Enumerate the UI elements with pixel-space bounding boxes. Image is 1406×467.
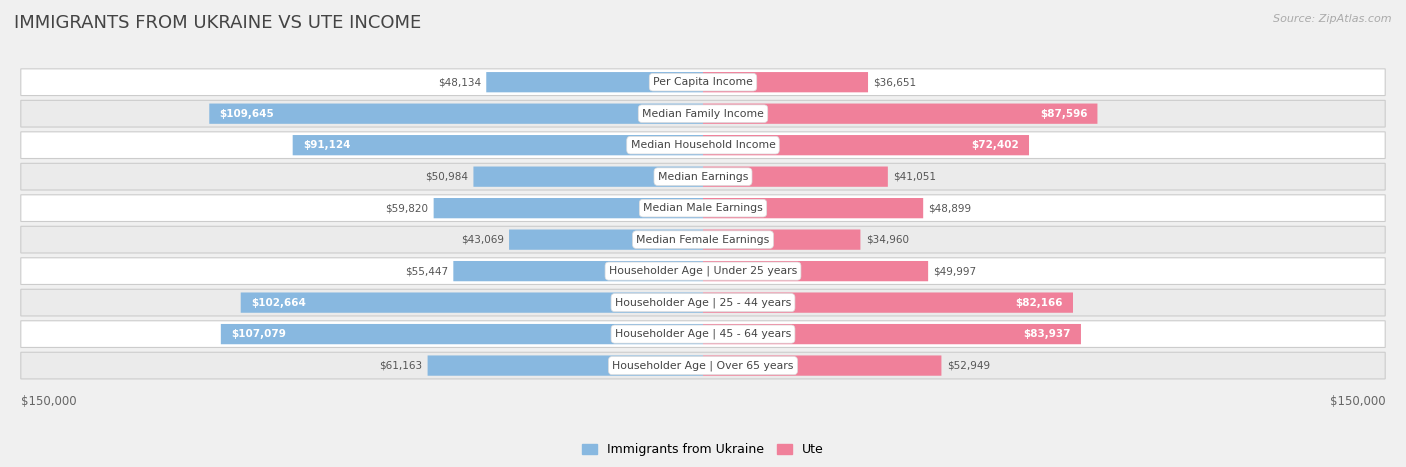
- Text: $49,997: $49,997: [934, 266, 977, 276]
- Text: Source: ZipAtlas.com: Source: ZipAtlas.com: [1274, 14, 1392, 24]
- FancyBboxPatch shape: [703, 135, 1029, 156]
- FancyBboxPatch shape: [703, 324, 1081, 344]
- Text: $150,000: $150,000: [1330, 395, 1385, 408]
- Text: $34,960: $34,960: [866, 234, 908, 245]
- FancyBboxPatch shape: [486, 72, 703, 92]
- Text: $107,079: $107,079: [231, 329, 285, 339]
- Text: $72,402: $72,402: [972, 140, 1019, 150]
- Text: $87,596: $87,596: [1040, 109, 1087, 119]
- Text: $48,134: $48,134: [437, 77, 481, 87]
- FancyBboxPatch shape: [703, 229, 860, 250]
- FancyBboxPatch shape: [21, 132, 1385, 158]
- FancyBboxPatch shape: [21, 321, 1385, 347]
- Text: Median Family Income: Median Family Income: [643, 109, 763, 119]
- FancyBboxPatch shape: [703, 167, 887, 187]
- FancyBboxPatch shape: [703, 72, 868, 92]
- Text: $91,124: $91,124: [302, 140, 350, 150]
- FancyBboxPatch shape: [21, 289, 1385, 316]
- FancyBboxPatch shape: [453, 261, 703, 281]
- FancyBboxPatch shape: [21, 100, 1385, 127]
- Text: Median Earnings: Median Earnings: [658, 172, 748, 182]
- Text: $102,664: $102,664: [250, 297, 305, 308]
- Text: $48,899: $48,899: [928, 203, 972, 213]
- FancyBboxPatch shape: [292, 135, 703, 156]
- FancyBboxPatch shape: [209, 104, 703, 124]
- FancyBboxPatch shape: [703, 355, 942, 376]
- Legend: Immigrants from Ukraine, Ute: Immigrants from Ukraine, Ute: [578, 439, 828, 461]
- FancyBboxPatch shape: [703, 104, 1098, 124]
- FancyBboxPatch shape: [21, 69, 1385, 96]
- Text: IMMIGRANTS FROM UKRAINE VS UTE INCOME: IMMIGRANTS FROM UKRAINE VS UTE INCOME: [14, 14, 422, 32]
- Text: $55,447: $55,447: [405, 266, 449, 276]
- Text: $150,000: $150,000: [21, 395, 76, 408]
- FancyBboxPatch shape: [703, 261, 928, 281]
- FancyBboxPatch shape: [703, 292, 1073, 313]
- FancyBboxPatch shape: [509, 229, 703, 250]
- Text: $61,163: $61,163: [380, 361, 422, 371]
- Text: $52,949: $52,949: [946, 361, 990, 371]
- FancyBboxPatch shape: [474, 167, 703, 187]
- FancyBboxPatch shape: [221, 324, 703, 344]
- Text: $109,645: $109,645: [219, 109, 274, 119]
- FancyBboxPatch shape: [21, 352, 1385, 379]
- Text: Householder Age | 45 - 64 years: Householder Age | 45 - 64 years: [614, 329, 792, 340]
- FancyBboxPatch shape: [703, 198, 924, 218]
- Text: $59,820: $59,820: [385, 203, 429, 213]
- Text: Median Male Earnings: Median Male Earnings: [643, 203, 763, 213]
- Text: $82,166: $82,166: [1015, 297, 1063, 308]
- Text: Median Female Earnings: Median Female Earnings: [637, 234, 769, 245]
- Text: Per Capita Income: Per Capita Income: [652, 77, 754, 87]
- FancyBboxPatch shape: [427, 355, 703, 376]
- Text: $36,651: $36,651: [873, 77, 917, 87]
- FancyBboxPatch shape: [433, 198, 703, 218]
- FancyBboxPatch shape: [21, 258, 1385, 284]
- Text: $41,051: $41,051: [893, 172, 936, 182]
- Text: Householder Age | Over 65 years: Householder Age | Over 65 years: [612, 361, 794, 371]
- Text: $43,069: $43,069: [461, 234, 503, 245]
- Text: $83,937: $83,937: [1024, 329, 1071, 339]
- Text: Median Household Income: Median Household Income: [630, 140, 776, 150]
- Text: Householder Age | 25 - 44 years: Householder Age | 25 - 44 years: [614, 297, 792, 308]
- FancyBboxPatch shape: [21, 195, 1385, 221]
- Text: $50,984: $50,984: [425, 172, 468, 182]
- FancyBboxPatch shape: [21, 226, 1385, 253]
- FancyBboxPatch shape: [21, 163, 1385, 190]
- Text: Householder Age | Under 25 years: Householder Age | Under 25 years: [609, 266, 797, 276]
- FancyBboxPatch shape: [240, 292, 703, 313]
